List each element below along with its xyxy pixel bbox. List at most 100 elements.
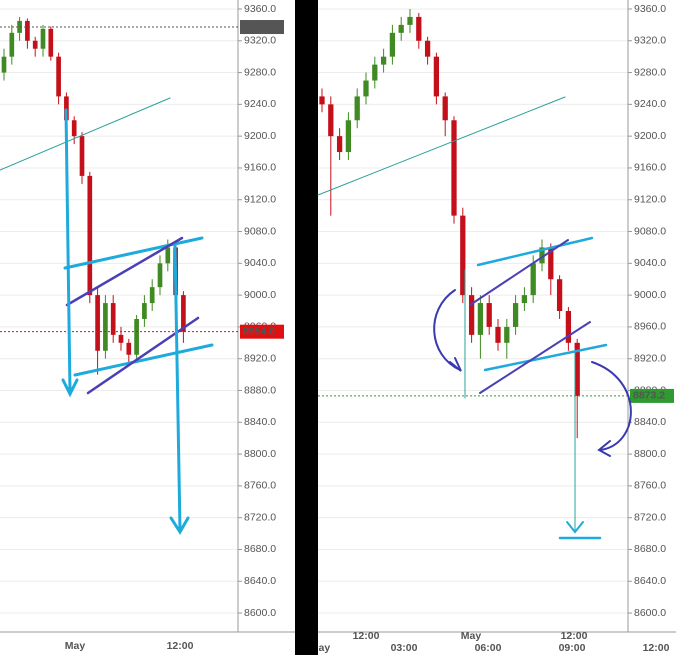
candle-body xyxy=(336,136,343,153)
wedge-line xyxy=(86,316,200,395)
y-tick-label: 9040.0 xyxy=(634,257,666,269)
drawings-left xyxy=(0,97,214,535)
y-tick-label: 9160.0 xyxy=(244,162,276,174)
candle-body xyxy=(495,326,501,343)
y-tick-label: 8600.0 xyxy=(244,607,276,619)
candle-body xyxy=(442,96,448,121)
y-tick-label: 8880.0 xyxy=(244,384,276,396)
y-tick-label: 8920.0 xyxy=(634,352,666,364)
candle-body xyxy=(157,263,163,288)
candle-body xyxy=(556,279,563,312)
y-tick-label: 8640.0 xyxy=(244,575,276,587)
candle-body xyxy=(574,342,580,396)
y-tick-label: 9120.0 xyxy=(244,194,276,206)
arrow xyxy=(61,108,79,398)
candle-body xyxy=(486,303,492,327)
y-tick-label: 9080.0 xyxy=(244,225,276,237)
candle-body xyxy=(118,334,124,343)
y-tick-label: 9360.0 xyxy=(634,3,666,15)
x-tick-label: 12:00 xyxy=(643,642,670,654)
candle-body xyxy=(380,56,387,65)
candle-body xyxy=(363,80,369,97)
candle-body xyxy=(565,311,572,343)
candle-body xyxy=(17,20,22,33)
y-tick-label: 8800.0 xyxy=(244,448,276,460)
candle-body xyxy=(32,40,38,49)
y-tick-label: 9160.0 xyxy=(634,162,666,174)
trend-line xyxy=(317,96,566,196)
candle-body xyxy=(548,247,554,280)
wedge-line xyxy=(65,236,184,307)
candle-body xyxy=(110,303,116,335)
candle-body xyxy=(424,40,431,57)
y-tick-label: 9280.0 xyxy=(244,66,276,78)
y-tick-label: 9000.0 xyxy=(634,289,666,301)
candle-body xyxy=(354,96,360,121)
y-tick-label: 8920.0 xyxy=(244,352,276,364)
candle-body xyxy=(345,120,352,153)
candle-body xyxy=(504,326,510,343)
candle-body xyxy=(165,247,171,264)
candle-body xyxy=(149,287,155,304)
x-tick-label: 03:00 xyxy=(391,642,418,654)
candle-body xyxy=(328,104,334,137)
wedge-line xyxy=(479,321,591,394)
y-tick-label: 8680.0 xyxy=(634,543,666,555)
x-tick-label: May xyxy=(65,640,86,652)
y-tick-label: 9360.0 xyxy=(244,3,276,15)
y-tick-label: 9200.0 xyxy=(244,130,276,142)
candle-body xyxy=(181,295,186,332)
x-tick-label: 06:00 xyxy=(475,642,502,654)
candle-body xyxy=(134,318,139,355)
y-tick-label: 9320.0 xyxy=(244,35,276,47)
candle-body xyxy=(433,56,440,97)
candle-body xyxy=(142,303,147,319)
y-tick-label: 9200.0 xyxy=(634,130,666,142)
candle-body xyxy=(64,96,69,121)
arrow-head xyxy=(566,521,584,534)
price-tag-label: 8954.0 xyxy=(243,325,275,337)
candle-body xyxy=(521,295,528,304)
channel-line xyxy=(73,343,214,377)
channel-line xyxy=(483,343,608,372)
separator xyxy=(295,0,318,655)
y-tick-label: 8760.0 xyxy=(634,480,666,492)
candle-body xyxy=(126,342,132,355)
x-tick-label: 12:00 xyxy=(353,630,380,642)
candle-body xyxy=(407,16,413,25)
candle-body xyxy=(40,28,46,49)
curved-arrow xyxy=(591,361,632,457)
candle-body xyxy=(539,247,545,264)
candle-body xyxy=(372,64,378,81)
price-tag xyxy=(630,388,674,403)
price-tag-label: 8873.2 xyxy=(633,390,665,402)
arrow xyxy=(169,243,190,535)
candle-body xyxy=(9,32,15,57)
y-tick-label: 9240.0 xyxy=(634,98,666,110)
curved-arrow xyxy=(433,289,462,372)
y-tick-label: 8640.0 xyxy=(634,575,666,587)
candle-body xyxy=(398,24,404,33)
candle-body xyxy=(460,215,466,296)
candle-body xyxy=(512,303,519,327)
y-tick-label: 9320.0 xyxy=(634,35,666,47)
trend-line xyxy=(0,97,171,171)
candle-body xyxy=(451,120,457,216)
y-tick-label: 8680.0 xyxy=(244,543,276,555)
candle-body xyxy=(416,16,422,41)
y-tick-label: 8840.0 xyxy=(244,416,276,428)
candle-body xyxy=(103,303,108,351)
y-tick-label: 8760.0 xyxy=(244,480,276,492)
candle-body xyxy=(56,56,61,97)
y-tick-label: 8800.0 xyxy=(634,448,666,460)
candle-body xyxy=(477,303,484,335)
x-tick-label: 12:00 xyxy=(561,630,588,642)
candle-body xyxy=(468,295,475,335)
price-tag-label: 9337.3 xyxy=(243,21,275,33)
drawings-right xyxy=(317,96,632,540)
candle-body xyxy=(389,32,396,57)
y-tick-label: 9040.0 xyxy=(244,257,276,269)
x-tick-label: 12:00 xyxy=(167,640,194,652)
price-tag xyxy=(240,20,284,35)
